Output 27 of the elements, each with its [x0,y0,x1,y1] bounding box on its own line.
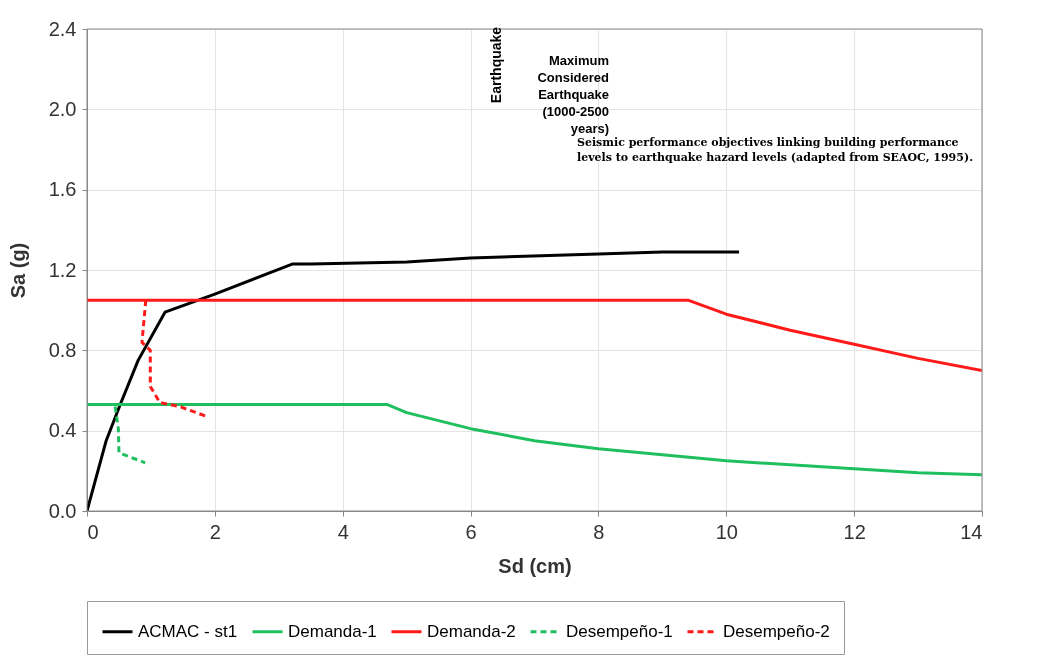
x-tick-label: 0 [87,520,99,543]
legend-label: ACMAC - st1 [138,621,238,641]
x-tick-label: 14 [960,520,983,543]
y-tick-label: 2.4 [48,17,77,40]
line-series [87,403,982,477]
annotation: Earthquake [488,26,504,104]
x-tick-label: 6 [465,520,477,543]
y-tick-label: 1.6 [48,178,77,201]
legend-label: Demanda-1 [288,621,377,641]
legend-label: Demanda-2 [427,621,516,641]
x-tick-label: 8 [593,520,605,543]
y-tick-label: 1.2 [48,258,77,281]
y-axis-title: Sa (g) [6,242,29,299]
legend-label: Desempeño-2 [723,621,830,641]
x-tick-label: 12 [843,520,866,543]
x-tick-label: 2 [209,520,221,543]
annotation: Maximum Considered Earthquake (1000-2500 years) [537,53,610,136]
x-axis-title: Sd (cm) [498,554,572,577]
y-tick-label: 2.0 [48,97,77,120]
y-tick-label: 0.8 [48,338,77,361]
x-tick-label: 4 [337,520,349,543]
y-tick-label: 0.0 [48,499,77,522]
y-tick-label: 0.4 [48,419,77,442]
line-series [87,250,741,511]
annotation: Seismic performance objectives linking building performance levels to earthquake hazard levels (adapted from SEAOC, 1995). [577,136,973,164]
legend-label: Desempeño-1 [566,621,673,641]
x-tick-label: 10 [715,520,738,543]
